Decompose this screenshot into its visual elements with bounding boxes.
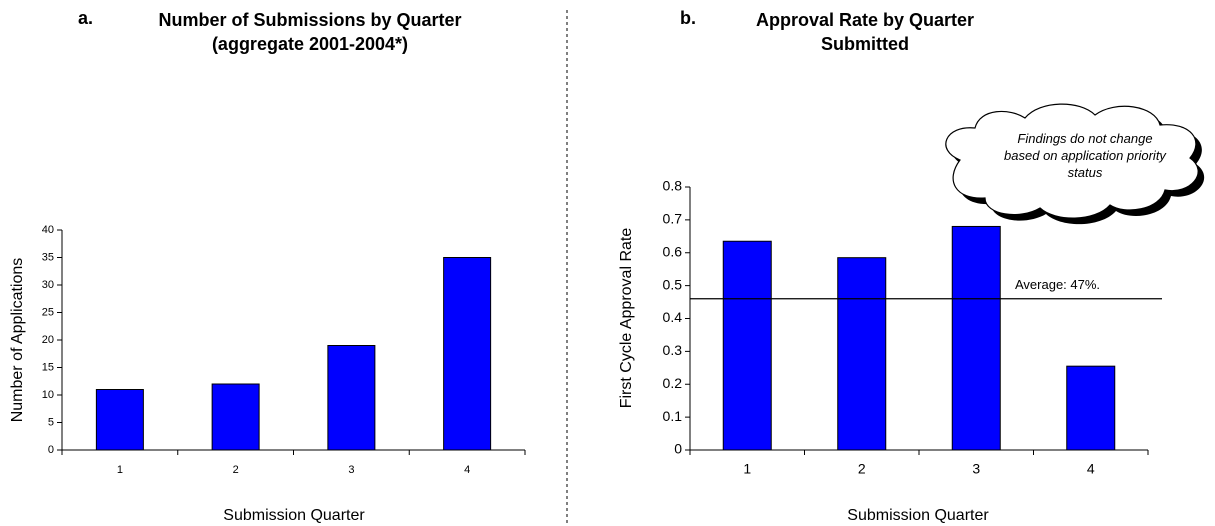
y-tick-label: 10 (42, 389, 54, 401)
x-tick-label: 1 (743, 461, 751, 477)
y-tick-label: 0.3 (663, 342, 683, 358)
x-tick-label: 3 (348, 464, 354, 476)
bar (837, 257, 887, 451)
y-axis-label: First Cycle Approval Rate (618, 228, 635, 409)
y-tick-label: 0.1 (663, 408, 683, 424)
x-tick-label: 3 (972, 461, 980, 477)
x-tick-label: 4 (1087, 461, 1095, 477)
y-axis-label: Number of Applications (9, 258, 26, 423)
y-tick-label: 30 (42, 279, 54, 291)
y-tick-label: 0.5 (663, 276, 683, 292)
y-tick-label: 0 (48, 444, 54, 456)
x-axis-label: Submission Quarter (223, 507, 365, 524)
y-tick-label: 0.4 (663, 309, 683, 325)
panel-label: a. (78, 8, 94, 28)
x-axis-label: Submission Quarter (847, 507, 989, 524)
callout-text: Findings do not change based on applicat… (1004, 131, 1166, 180)
y-tick-label: 15 (42, 361, 54, 373)
y-tick-label: 20 (42, 334, 54, 346)
bar (951, 225, 1001, 451)
y-tick-label: 0 (674, 441, 682, 457)
y-tick-label: 0.6 (663, 243, 683, 259)
y-tick-label: 40 (42, 224, 54, 236)
panel-label: b. (680, 8, 696, 28)
x-tick-label: 4 (464, 464, 470, 476)
bar (211, 383, 260, 451)
bar (95, 389, 144, 451)
x-tick-label: 2 (858, 461, 866, 477)
y-tick-label: 0.2 (663, 375, 683, 391)
callout-cloud (945, 103, 1205, 225)
bar (1066, 365, 1116, 451)
x-tick-label: 1 (117, 464, 123, 476)
y-tick-label: 25 (42, 306, 54, 318)
average-label: Average: 47%. (1015, 277, 1100, 292)
y-tick-label: 5 (48, 416, 54, 428)
y-tick-label: 35 (42, 251, 54, 263)
y-tick-label: 0.7 (663, 211, 683, 227)
bar (722, 240, 772, 451)
y-tick-label: 0.8 (663, 178, 683, 194)
bar (443, 257, 492, 451)
chart-title: Approval Rate by Quarter Submitted (755, 10, 975, 54)
chart-title: Number of Submissions by Quarter (aggreg… (158, 10, 462, 54)
x-tick-label: 2 (233, 464, 239, 476)
bar (327, 345, 376, 451)
